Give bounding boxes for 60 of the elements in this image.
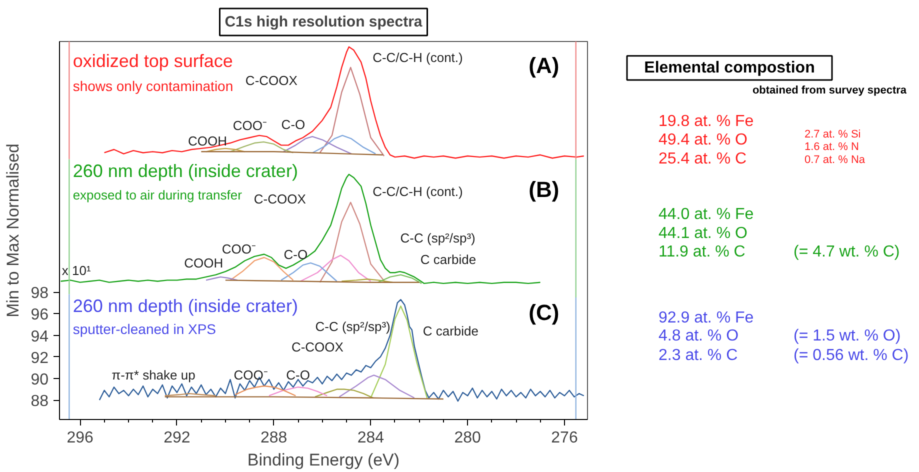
text: 92.9 at. % Fe [658,309,754,326]
text: obtained from survey spectra [752,84,908,96]
annotation: C-O [281,117,306,132]
text: 0.7 at. % Na [804,154,866,166]
annotation: (C) [528,300,560,326]
x-tick-label: 276 [551,430,578,446]
annotation: COO⁻ [222,241,256,256]
annotation: C-COOX [291,340,344,355]
x-tick-label: 288 [260,430,288,446]
text: 11.9 at. % C [658,244,746,261]
annotation: COOH [184,255,224,270]
y-axis-title: Min to Max Normalised [4,144,23,318]
x-tick-label: 296 [66,430,94,446]
annotation: x 10¹ [62,262,92,278]
annotation: (B) [528,176,560,202]
y-tick-label: 90 [30,371,49,388]
y-tick-label: 94 [30,328,49,346]
text: 2.3 at. % C [658,346,738,364]
text: 49.4 at. % O [658,132,748,149]
x-axis-title: Binding Energy (eV) [247,450,400,470]
text: 1.6 at. % N [804,141,859,154]
text: (= 1.5 wt. % O) [794,328,901,345]
text: Elemental compostion [644,59,815,76]
annotation: π-π* shake up [112,368,196,383]
y-tick-label: 88 [30,393,49,410]
annotation: C-C (sp²/sp³) [400,230,476,246]
text: (= 0.56 wt. % C) [794,346,909,364]
text: 44.0 at. % Fe [658,206,754,223]
annotation: C carbide [420,252,476,268]
annotation: (A) [528,52,560,78]
annotation: C-COOX [245,72,298,88]
text: 19.8 at. % Fe [658,113,754,130]
text: (= 4.7 wt. % C) [794,244,900,261]
text: 44.1 at. % O [658,225,748,242]
annotation: 260 nm depth (inside crater) [72,296,298,316]
annotation: 260 nm depth (inside crater) [72,161,298,182]
annotation: COO⁻ [234,368,268,383]
text: 2.7 at. % Si [804,128,861,140]
annotation: oxidized top surface [72,50,233,71]
annotation: sputter-cleaned in XPS [72,320,216,337]
y-tick-label: 96 [30,306,49,324]
annotation: C-C/C-H (cont.) [372,184,463,200]
y-tick-label: 98 [30,285,49,302]
x-tick-label: 292 [164,430,190,446]
annotation: exposed to air during transfer [72,187,243,202]
text: 4.8 at. % O [658,328,739,345]
annotation: C-COOX [254,192,306,207]
annotation: C-C (sp²/sp³) [315,319,390,334]
annotation: COO⁻ [232,118,266,134]
chart-title: C1s high resolution spectra [224,14,423,30]
x-tick-label: 284 [357,430,384,446]
annotation: C-C/C-H (cont.) [372,50,463,66]
x-tick-label: 280 [454,430,482,446]
annotation: C-O [284,246,308,262]
annotation: C carbide [422,323,478,338]
annotation: shows only contamination [72,78,234,94]
text: 25.4 at. % C [658,150,747,168]
annotation: COOH [188,133,227,148]
y-tick-label: 92 [30,350,49,367]
annotation: C-O [286,368,310,383]
